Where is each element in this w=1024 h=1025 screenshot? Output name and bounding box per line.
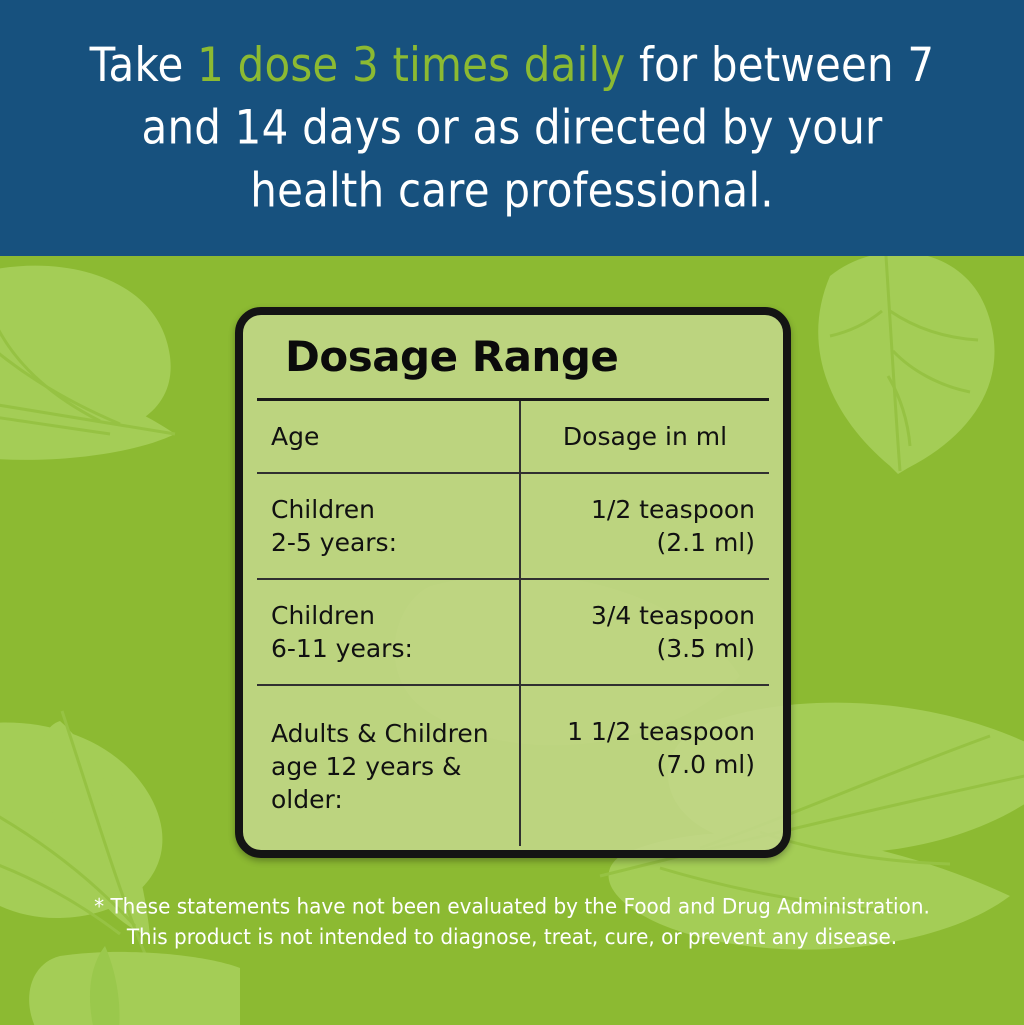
banner-line2: and 14 days or as directed by your bbox=[141, 100, 883, 155]
disclaimer-line2: This product is not intended to diagnose… bbox=[126, 924, 898, 950]
banner-line1-pre: Take bbox=[89, 37, 198, 93]
age-1-line1: Children bbox=[271, 495, 376, 524]
dose-3-line1: 1 1/2 teaspoon bbox=[567, 717, 755, 746]
leaf-bottom-center bbox=[29, 946, 240, 1025]
cell-dose-1: 1/2 teaspoon (2.1 ml) bbox=[521, 474, 769, 578]
age-3-line2: age 12 years & bbox=[271, 751, 462, 781]
cell-age-2: Children 6-11 years: bbox=[257, 580, 521, 684]
age-1-line2: 2-5 years: bbox=[271, 528, 398, 557]
banner-text: Take 1 dose 3 times daily for between 7 … bbox=[72, 34, 952, 222]
table-title: Dosage Range bbox=[257, 315, 769, 401]
cell-age-1: Children 2-5 years: bbox=[257, 474, 521, 578]
leaf-top-left bbox=[0, 265, 175, 460]
table-header-row: Age Dosage in ml bbox=[257, 401, 769, 474]
cell-dose-3: 1 1/2 teaspoon (7.0 ml) bbox=[521, 686, 769, 846]
instruction-banner: Take 1 dose 3 times daily for between 7 … bbox=[0, 0, 1024, 256]
column-header-dosage: Dosage in ml bbox=[562, 422, 728, 451]
age-3-line3: older: bbox=[271, 784, 343, 814]
column-header-age: Age bbox=[257, 401, 521, 472]
banner-line3: health care professional. bbox=[250, 162, 774, 218]
dose-1-line1: 1/2 teaspoon bbox=[590, 495, 755, 524]
table-row: Children 2-5 years: 1/2 teaspoon (2.1 ml… bbox=[257, 474, 769, 580]
leaf-top-right bbox=[818, 256, 995, 474]
cell-dose-2: 3/4 teaspoon (3.5 ml) bbox=[521, 580, 769, 684]
leaf-top-left-veins bbox=[0, 329, 176, 436]
banner-line1-post: for between 7 bbox=[625, 37, 935, 93]
age-2-line2: 6-11 years: bbox=[271, 634, 413, 663]
banner-line1-accent: 1 dose 3 times daily bbox=[197, 37, 626, 93]
table-row: Adults & Children age 12 years & older: … bbox=[257, 686, 769, 846]
age-2-line1: Children bbox=[271, 601, 376, 630]
age-3-line1: Adults & Children bbox=[271, 718, 489, 748]
dose-2-line1: 3/4 teaspoon bbox=[590, 601, 755, 630]
cell-age-3: Adults & Children age 12 years & older: bbox=[257, 686, 521, 846]
disclaimer-line1: * These statements have not been evaluat… bbox=[94, 893, 930, 919]
table-row: Children 6-11 years: 3/4 teaspoon (3.5 m… bbox=[257, 580, 769, 686]
dose-2-line2: (3.5 ml) bbox=[656, 634, 755, 663]
dosage-table: Dosage Range Age Dosage in ml Children 2… bbox=[235, 307, 791, 858]
dose-1-line2: (2.1 ml) bbox=[656, 528, 755, 557]
leaf-top-right-veins bbox=[829, 256, 979, 472]
dose-3-line2: (7.0 ml) bbox=[656, 750, 755, 779]
disclaimer-footer: * These statements have not been evaluat… bbox=[0, 892, 1024, 953]
